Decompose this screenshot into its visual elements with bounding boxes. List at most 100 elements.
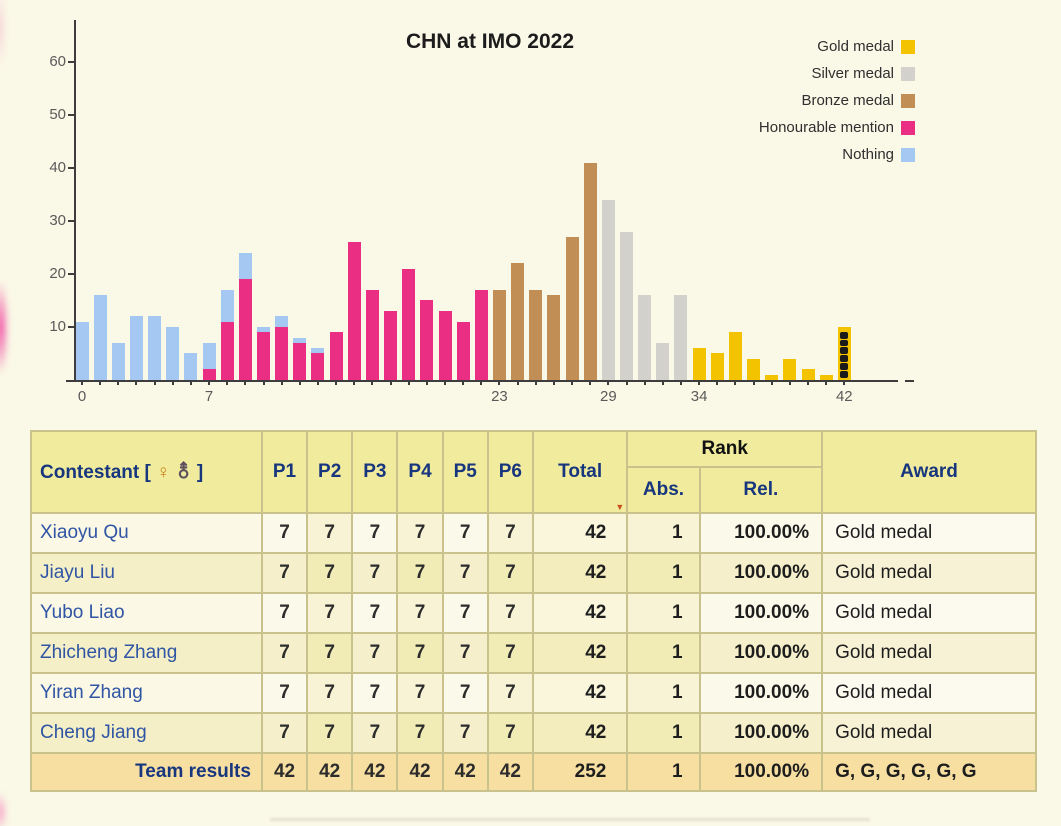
bar-score-25	[529, 290, 543, 380]
bar-score-4	[148, 316, 162, 380]
p2-score-cell: 7	[308, 634, 352, 672]
p1-score-cell: 7	[262, 714, 307, 752]
bar-segment-hm	[347, 242, 361, 380]
x-tick-label: 42	[835, 388, 853, 405]
award-cell: Gold medal	[823, 634, 1035, 672]
contestant-name-link[interactable]: Jiayu Liu	[32, 554, 261, 592]
total-header: Total ▼	[533, 432, 627, 512]
p6-score-cell: 7	[488, 634, 532, 672]
bar-segment-bronze	[511, 263, 525, 380]
bar-score-32	[656, 343, 670, 380]
award-cell: Gold medal	[823, 714, 1035, 752]
award-header: Award	[823, 432, 1035, 512]
bar-segment-hm	[474, 290, 488, 380]
bar-segment-hm	[402, 269, 416, 380]
bar-score-37	[747, 359, 761, 380]
bar-segment-nothing	[311, 348, 325, 354]
male-filter-icon[interactable]: ⚨	[175, 461, 192, 483]
bar-segment-hm	[420, 300, 434, 380]
p1-header: P1	[262, 432, 307, 512]
bronze-swatch-icon	[901, 93, 915, 108]
bar-segment-nothing	[238, 253, 252, 280]
bar-segment-bronze	[565, 237, 579, 380]
rel-rank-cell: 100.00%	[700, 714, 822, 752]
contestant-name-link[interactable]: Xiaoyu Qu	[32, 514, 261, 552]
nothing-swatch-icon	[901, 147, 915, 162]
x-tick	[516, 382, 519, 385]
p5-score-cell: 7	[443, 674, 487, 712]
y-tick-label: 40	[49, 159, 66, 176]
bar-score-5	[166, 327, 180, 380]
bar-score-8	[220, 290, 234, 380]
p6-score-cell: 7	[488, 674, 532, 712]
p1-score-cell: 7	[262, 514, 307, 552]
table-shadow	[270, 818, 870, 821]
abs-rank-cell: 1	[628, 594, 699, 632]
x-tick	[371, 382, 374, 385]
p5-score-cell: 7	[443, 514, 487, 552]
x-tick	[425, 382, 428, 385]
team-results-row: Team results 42 42 42 42 42 42 252 1 100.00% G, G,…	[32, 754, 1035, 790]
chart-legend: Gold medal Silver medal Bronze medal Honour…	[759, 33, 915, 168]
contestant-name-link[interactable]: Yiran Zhang	[32, 674, 261, 712]
p4-score-cell: 7	[398, 514, 442, 552]
x-tick	[498, 382, 501, 385]
x-tick-label: 34	[690, 388, 708, 405]
abs-rank-header: Abs.	[628, 468, 699, 512]
p4-score-cell: 7	[398, 634, 442, 672]
bar-segment-nothing	[202, 343, 216, 370]
p2-score-cell: 7	[308, 554, 352, 592]
bar-segment-hm	[275, 326, 289, 380]
bar-score-17	[384, 311, 398, 380]
bar-segment-gold	[728, 332, 742, 380]
x-tick	[843, 382, 846, 385]
contestant-name-link[interactable]: Cheng Jiang	[32, 714, 261, 752]
p2-score-cell: 7	[308, 594, 352, 632]
bar-segment-nothing	[93, 295, 107, 380]
team-member-dot	[840, 355, 849, 363]
team-p5-cell: 42	[443, 754, 487, 790]
p6-score-cell: 7	[488, 714, 532, 752]
p3-score-cell: 7	[353, 634, 397, 672]
contestant-name-link[interactable]: Yubo Liao	[32, 594, 261, 632]
bar-segment-silver	[638, 295, 652, 380]
award-cell: Gold medal	[823, 594, 1035, 632]
female-filter-icon[interactable]: ♀	[156, 461, 171, 483]
bar-score-31	[638, 295, 652, 380]
p5-score-cell: 7	[443, 714, 487, 752]
sort-indicator-icon[interactable]: ▼	[615, 502, 625, 512]
abs-rank-cell: 1	[628, 554, 699, 592]
team-abs-rank-cell: 1	[628, 754, 699, 790]
bar-segment-nothing	[184, 353, 198, 380]
x-tick	[99, 382, 102, 385]
x-tick	[788, 382, 791, 385]
bar-score-6	[184, 353, 198, 380]
y-axis	[74, 20, 76, 381]
x-tick	[81, 382, 83, 385]
bar-segment-bronze	[492, 290, 506, 380]
bar-segment-hm	[311, 353, 325, 380]
y-tick	[68, 326, 75, 328]
bar-score-26	[547, 295, 561, 380]
x-tick	[135, 382, 138, 385]
x-tick	[661, 382, 664, 385]
total-score-cell: 42	[533, 594, 627, 632]
p2-score-cell: 7	[308, 514, 352, 552]
p4-score-cell: 7	[398, 714, 442, 752]
bar-segment-gold	[783, 359, 797, 380]
team-p1-cell: 42	[262, 754, 307, 790]
bar-score-12	[293, 338, 307, 380]
p2-header: P2	[308, 432, 352, 512]
contestant-name-link[interactable]: Zhicheng Zhang	[32, 634, 261, 672]
bar-score-18	[402, 269, 416, 380]
y-tick-label: 50	[49, 106, 66, 123]
bar-segment-nothing	[275, 316, 289, 327]
p4-score-cell: 7	[398, 554, 442, 592]
x-tick	[716, 382, 719, 385]
silver-swatch-icon	[901, 66, 915, 81]
bar-score-3	[129, 316, 143, 380]
p5-score-cell: 7	[443, 634, 487, 672]
team-awards-cell: G, G, G, G, G, G	[823, 754, 1035, 790]
results-table: Contestant [ ♀ ⚨ ] P1 P2 P3 P4 P5 P6 Tot…	[30, 430, 1037, 792]
p1-score-cell: 7	[262, 674, 307, 712]
